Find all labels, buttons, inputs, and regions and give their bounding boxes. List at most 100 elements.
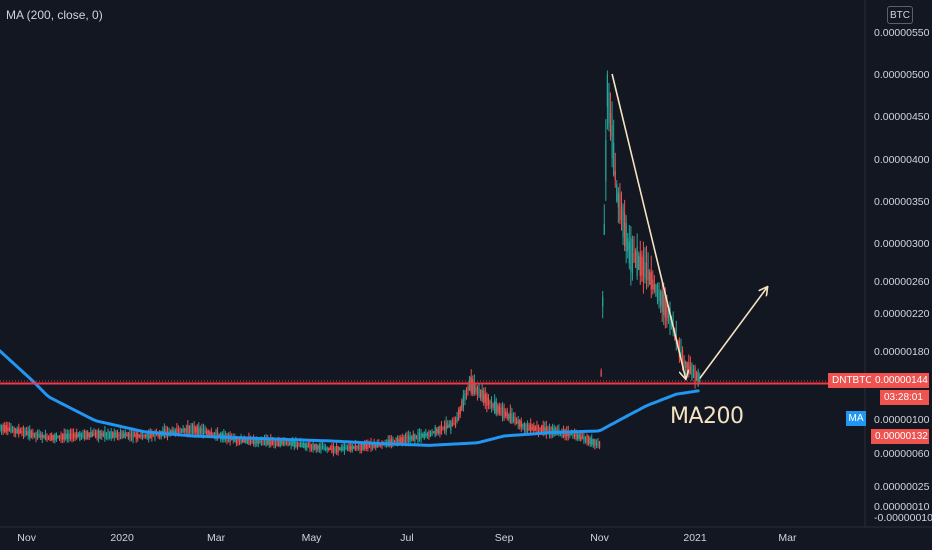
time-tick-label: Jul <box>400 532 413 544</box>
ma-200-line[interactable] <box>0 349 700 447</box>
price-candle <box>124 429 126 439</box>
time-tick-label: Nov <box>17 532 36 544</box>
price-candle <box>564 428 566 441</box>
price-candle <box>253 434 255 447</box>
price-candle <box>489 399 491 409</box>
price-candle <box>628 224 630 270</box>
ma-layer <box>0 349 700 447</box>
price-candle <box>123 430 125 439</box>
price-candle <box>24 427 26 438</box>
symbol-tag: DNTBTC <box>828 373 877 388</box>
downtrend-arrow[interactable] <box>611 73 686 378</box>
ma200-annotation[interactable]: MA200 <box>670 404 744 429</box>
price-candle <box>636 233 638 280</box>
price-candle <box>620 191 623 231</box>
price-candle <box>196 423 198 437</box>
currency-unit-badge[interactable]: BTC <box>887 6 913 24</box>
price-tick-label: 0.00000400 <box>874 154 930 166</box>
price-candle <box>105 431 108 440</box>
price-candle <box>38 429 40 439</box>
price-candle <box>522 423 524 430</box>
price-candle <box>588 435 590 446</box>
price-candle <box>44 429 46 441</box>
price-candle <box>41 431 43 444</box>
price-candle <box>190 422 192 436</box>
price-candle <box>306 442 308 452</box>
price-candle <box>389 435 391 448</box>
price-candle <box>531 423 533 431</box>
price-candle <box>367 439 369 452</box>
price-candle <box>361 442 363 454</box>
price-candle <box>458 407 460 421</box>
price-candle <box>315 443 317 454</box>
price-candle <box>420 429 422 443</box>
price-axis[interactable]: 0.00000550 0.00000500 0.00000450 0.00000400… <box>864 0 932 527</box>
price-candle <box>577 431 579 442</box>
price-candle <box>652 270 654 295</box>
ma-price-tag: 0.00000132 <box>871 429 929 444</box>
price-candle <box>332 442 335 457</box>
price-candle <box>423 431 425 440</box>
price-candle <box>586 433 588 446</box>
price-candle <box>505 408 507 419</box>
price-candle <box>204 425 206 434</box>
price-candle <box>77 432 79 438</box>
price-candle <box>94 429 97 439</box>
legend-ma-label: MA (200, close, 0) <box>6 8 103 22</box>
price-candle <box>47 435 50 441</box>
price-candle <box>516 417 518 425</box>
price-candle <box>8 422 10 432</box>
price-candle <box>325 444 327 452</box>
price-candle <box>613 119 615 177</box>
price-candle <box>492 402 494 411</box>
price-candle <box>55 432 57 442</box>
price-candle <box>600 368 602 377</box>
price-candle <box>631 235 634 281</box>
indicator-legend[interactable]: MA (200, close, 0) <box>6 8 103 22</box>
price-candle <box>660 289 662 313</box>
price-candle <box>454 416 457 429</box>
price-candle <box>414 433 416 444</box>
time-tick-label: Mar <box>778 532 797 544</box>
price-candle <box>478 384 480 399</box>
price-candle <box>461 398 463 411</box>
price-candle <box>267 434 269 446</box>
price-candle <box>46 433 48 442</box>
price-candle <box>653 275 655 294</box>
price-tick-label: 0.00000450 <box>874 111 930 123</box>
price-candle <box>54 432 56 444</box>
price-candle <box>112 431 114 439</box>
price-candle <box>310 443 313 452</box>
price-candle <box>595 439 598 449</box>
price-candle <box>523 421 526 433</box>
projected-up-arrow[interactable] <box>699 287 767 379</box>
price-candle <box>428 429 430 440</box>
time-axis[interactable]: Nov 2020 Mar May Jul Sep Nov 2021 Mar <box>0 526 932 544</box>
price-candle <box>614 152 616 188</box>
price-candle <box>552 423 554 439</box>
time-tick-label: Mar <box>207 532 226 544</box>
price-candle <box>27 426 29 440</box>
time-tick-label: 2021 <box>683 532 707 544</box>
price-candle <box>584 436 587 444</box>
price-candle <box>318 442 320 453</box>
price-candle <box>5 421 7 435</box>
price-candle <box>13 426 15 437</box>
price-candle <box>655 283 657 298</box>
price-candle <box>581 432 583 440</box>
price-candle <box>616 180 618 203</box>
price-candle <box>33 432 36 439</box>
price-candle <box>425 428 427 439</box>
price-candle <box>134 431 136 438</box>
price-candle <box>0 423 1 432</box>
price-candle <box>320 440 322 454</box>
price-candle <box>98 428 100 443</box>
price-candle <box>118 432 120 441</box>
price-candle <box>517 415 519 429</box>
price-candle <box>426 431 428 439</box>
price-candle <box>19 427 21 434</box>
price-candle <box>686 361 688 378</box>
price-candle <box>537 424 540 438</box>
